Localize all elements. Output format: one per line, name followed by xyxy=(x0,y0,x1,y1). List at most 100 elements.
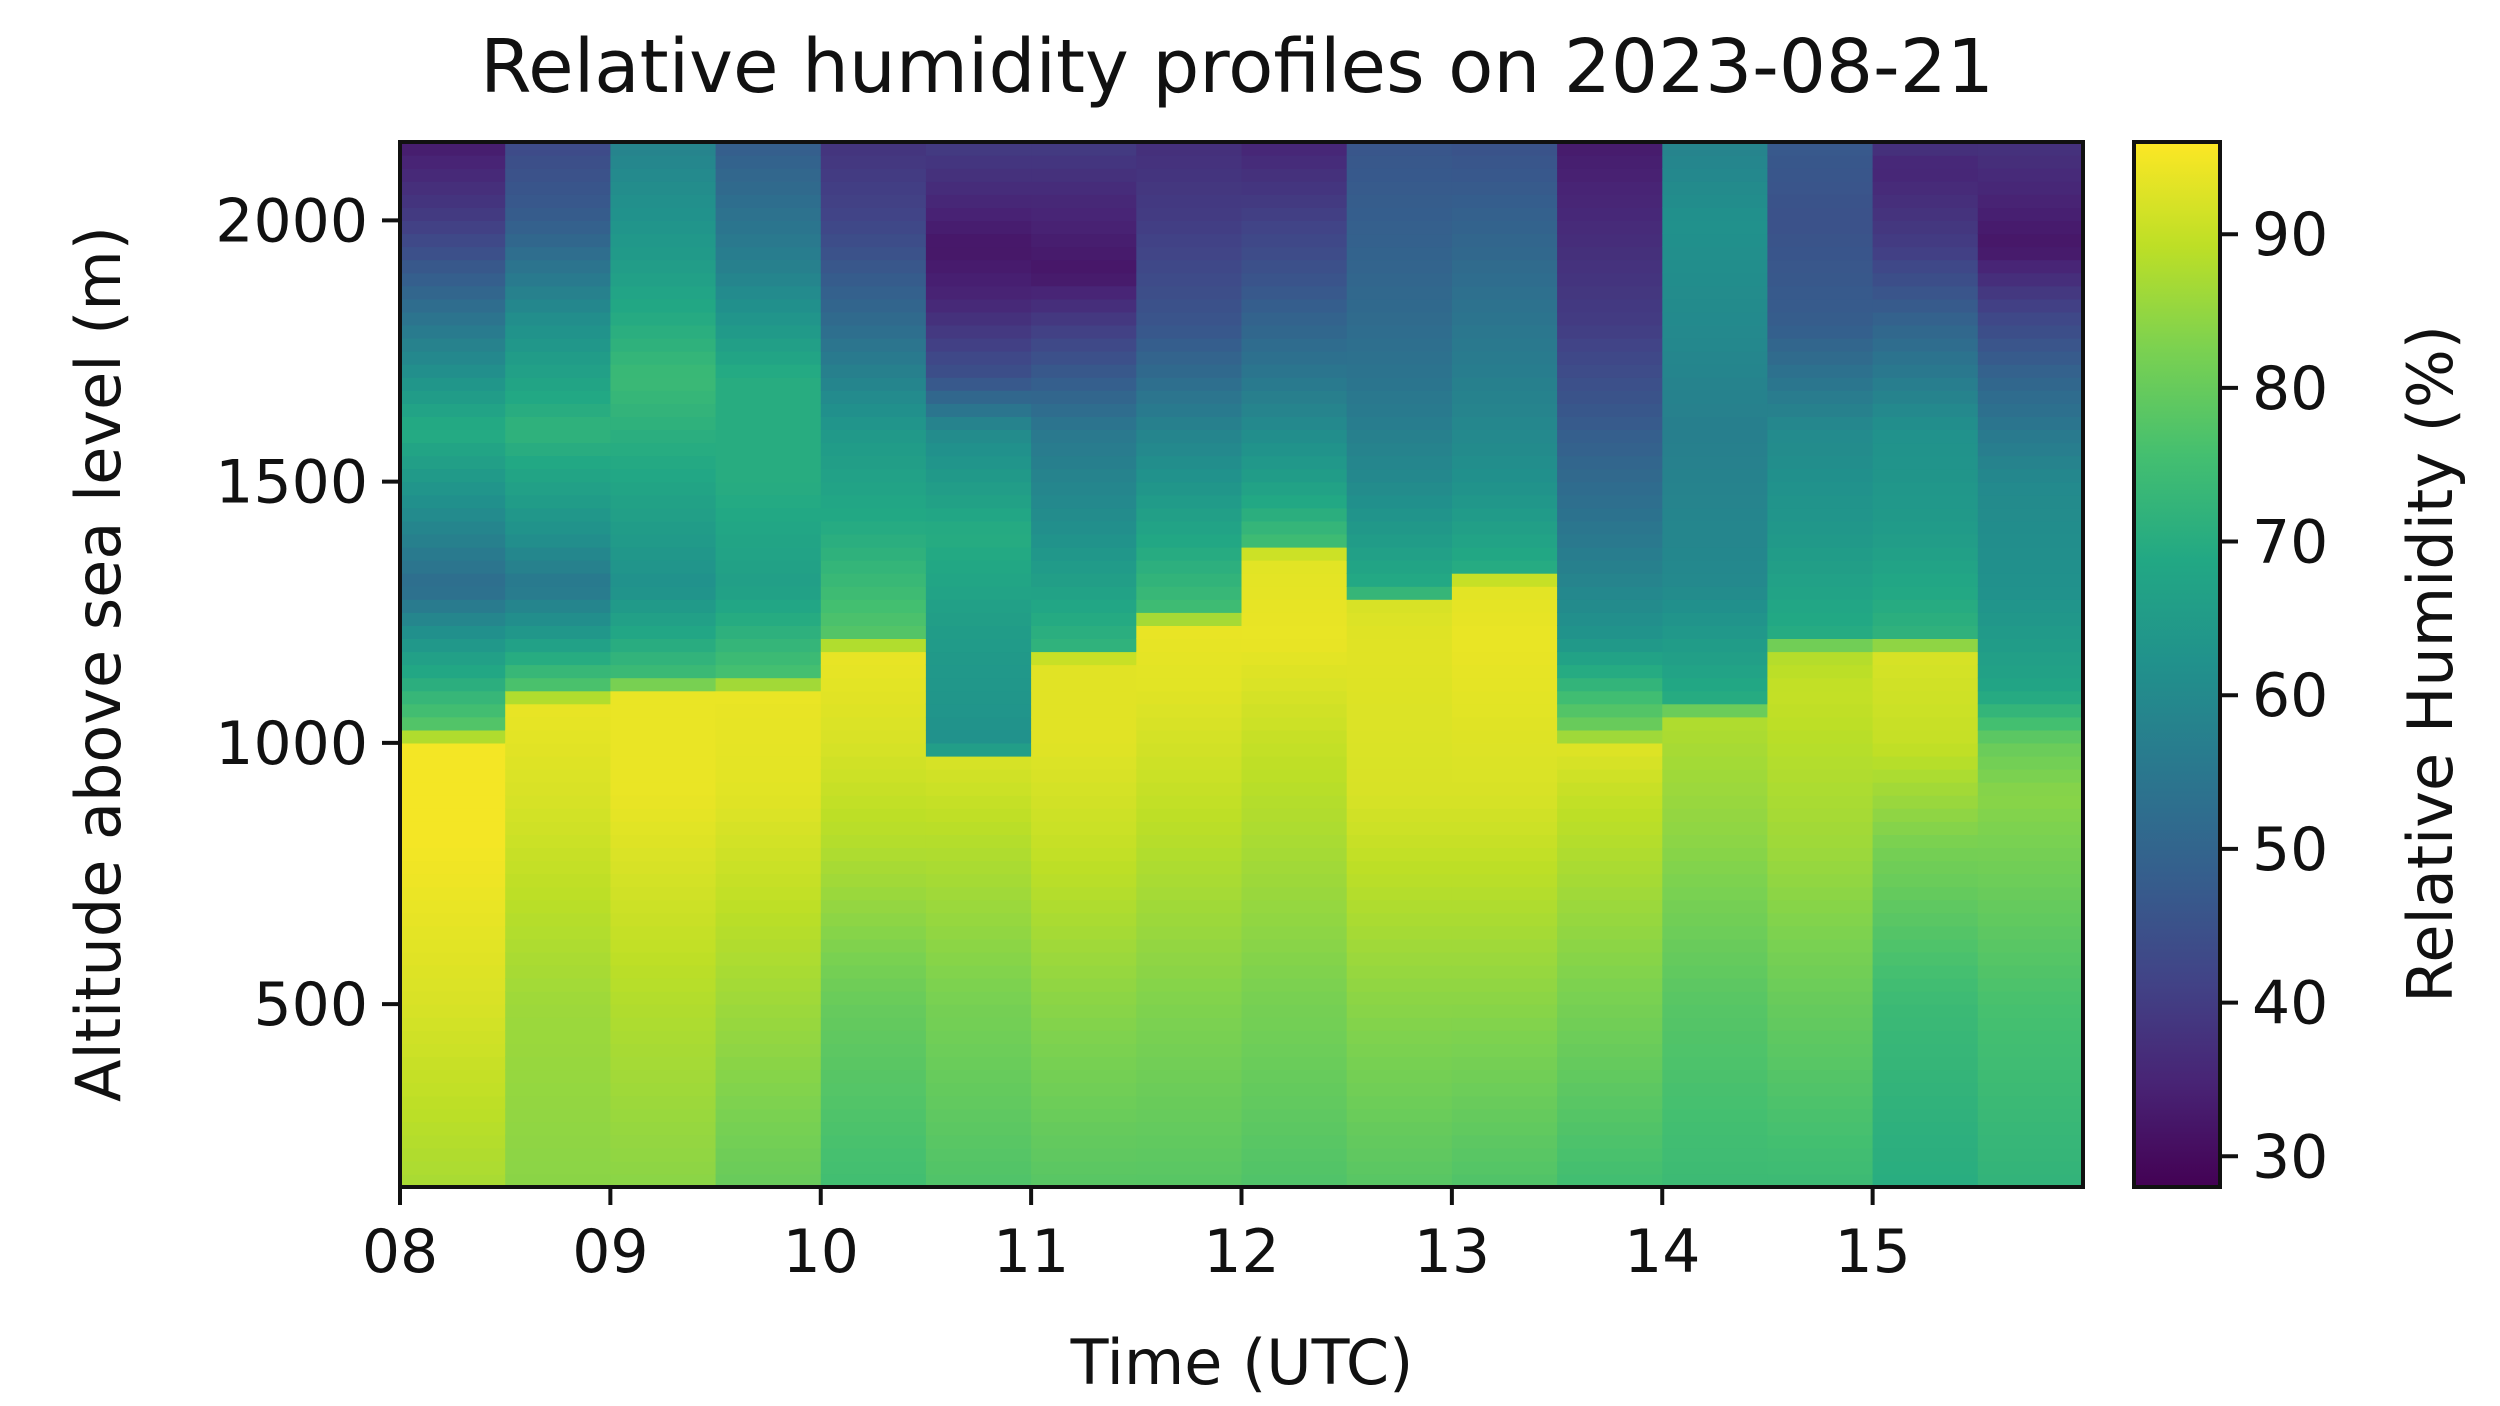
heatmap-cell xyxy=(1346,573,1453,587)
heatmap-cell xyxy=(1662,1160,1769,1175)
heatmap-cell xyxy=(1451,899,1558,914)
heatmap-cell xyxy=(1662,951,1769,966)
heatmap-cell xyxy=(1241,964,1348,979)
heatmap-cell xyxy=(925,403,1032,417)
heatmap-cell xyxy=(1557,194,1663,208)
heatmap-cell xyxy=(1662,246,1769,261)
heatmap-cell xyxy=(1767,207,1874,221)
heatmap-cell xyxy=(1767,351,1874,365)
heatmap-cell xyxy=(610,351,717,365)
heatmap-cell xyxy=(505,1043,611,1057)
heatmap-cell xyxy=(1031,220,1137,235)
heatmap-cell xyxy=(925,1082,1032,1097)
heatmap-cell xyxy=(1451,690,1558,705)
profile-column xyxy=(1557,142,1663,1188)
heatmap-cell xyxy=(1136,964,1243,979)
heatmap-cell xyxy=(1872,285,1979,300)
heatmap-cell xyxy=(400,337,506,352)
heatmap-cell xyxy=(1557,573,1663,587)
heatmap-cell xyxy=(1346,155,1453,169)
heatmap-cell xyxy=(925,664,1032,679)
heatmap-cell xyxy=(1557,311,1663,326)
heatmap-cell xyxy=(1767,272,1874,287)
heatmap-cell xyxy=(1346,899,1453,914)
heatmap-cell xyxy=(1977,1004,2084,1018)
heatmap-cell xyxy=(610,612,717,626)
heatmap-cell xyxy=(925,481,1032,496)
heatmap-cell xyxy=(715,1108,822,1123)
heatmap-cell xyxy=(1451,481,1558,496)
heatmap-cell xyxy=(925,155,1032,169)
heatmap-cell xyxy=(925,337,1032,352)
heatmap-cell xyxy=(400,599,506,613)
heatmap-cell xyxy=(1872,351,1979,365)
heatmap-cell xyxy=(1557,233,1663,248)
heatmap-cell xyxy=(610,298,717,313)
heatmap-cell xyxy=(1662,390,1769,404)
heatmap-cell xyxy=(925,364,1032,378)
colorbar-tick-label: 90 xyxy=(2252,200,2328,270)
heatmap-cell xyxy=(1346,168,1453,182)
heatmap-cell xyxy=(505,220,611,235)
heatmap-cell xyxy=(1977,951,2084,966)
heatmap-cell xyxy=(1977,808,2084,822)
heatmap-cell xyxy=(610,1147,717,1162)
heatmap-cell xyxy=(1557,1095,1663,1110)
heatmap-cell xyxy=(1662,1121,1769,1136)
heatmap-cell xyxy=(1557,1160,1663,1175)
heatmap-cell xyxy=(1767,546,1874,561)
heatmap-cell xyxy=(925,1017,1032,1031)
heatmap-cell xyxy=(715,468,822,483)
heatmap-cell xyxy=(1451,1095,1558,1110)
heatmap-cell xyxy=(1241,925,1348,940)
heatmap-cell xyxy=(1662,612,1769,626)
heatmap-cell xyxy=(1031,651,1137,666)
heatmap-cell xyxy=(1872,573,1979,587)
heatmap-cell xyxy=(1767,455,1874,470)
heatmap-cell xyxy=(1557,390,1663,404)
heatmap-cell xyxy=(1451,272,1558,287)
heatmap-cell xyxy=(1031,181,1137,195)
heatmap-cell xyxy=(1662,1017,1769,1031)
heatmap-cell xyxy=(1241,468,1348,483)
heatmap-cell xyxy=(1451,442,1558,457)
heatmap-cell xyxy=(1031,925,1137,940)
heatmap-cell xyxy=(1662,1043,1769,1057)
heatmap-cell xyxy=(1136,860,1243,875)
heatmap-cell xyxy=(610,1043,717,1057)
heatmap-cell xyxy=(1662,442,1769,457)
heatmap-cell xyxy=(715,742,822,757)
heatmap-cell xyxy=(1031,481,1137,496)
heatmap-cell xyxy=(1136,311,1243,326)
heatmap-cell xyxy=(400,899,506,914)
heatmap-cell xyxy=(610,573,717,587)
heatmap-cell xyxy=(1451,703,1558,718)
heatmap-cell xyxy=(1241,481,1348,496)
heatmap-cell xyxy=(1241,1043,1348,1057)
heatmap-cell xyxy=(715,860,822,875)
heatmap-cell xyxy=(505,560,611,574)
heatmap-cell xyxy=(1662,573,1769,587)
heatmap-cell xyxy=(1557,716,1663,731)
heatmap-cell xyxy=(1662,1069,1769,1084)
heatmap-cell xyxy=(1241,612,1348,626)
heatmap-cell xyxy=(1241,285,1348,300)
heatmap-cell xyxy=(400,860,506,875)
heatmap-cell xyxy=(505,1160,611,1175)
heatmap-cell xyxy=(1557,690,1663,705)
heatmap-cell xyxy=(610,886,717,901)
heatmap-cell xyxy=(925,298,1032,313)
heatmap-cell xyxy=(1557,507,1663,522)
heatmap-cell xyxy=(820,507,927,522)
heatmap-cell xyxy=(1872,925,1979,940)
heatmap-cell xyxy=(1557,1030,1663,1044)
heatmap-cell xyxy=(505,1069,611,1084)
heatmap-cell xyxy=(1241,677,1348,692)
heatmap-cell xyxy=(400,1108,506,1123)
heatmap-cell xyxy=(1557,938,1663,953)
heatmap-cell xyxy=(1767,507,1874,522)
heatmap-cell xyxy=(1977,246,2084,261)
heatmap-cell xyxy=(1977,638,2084,653)
heatmap-cell xyxy=(1136,834,1243,848)
heatmap-cell xyxy=(1662,455,1769,470)
